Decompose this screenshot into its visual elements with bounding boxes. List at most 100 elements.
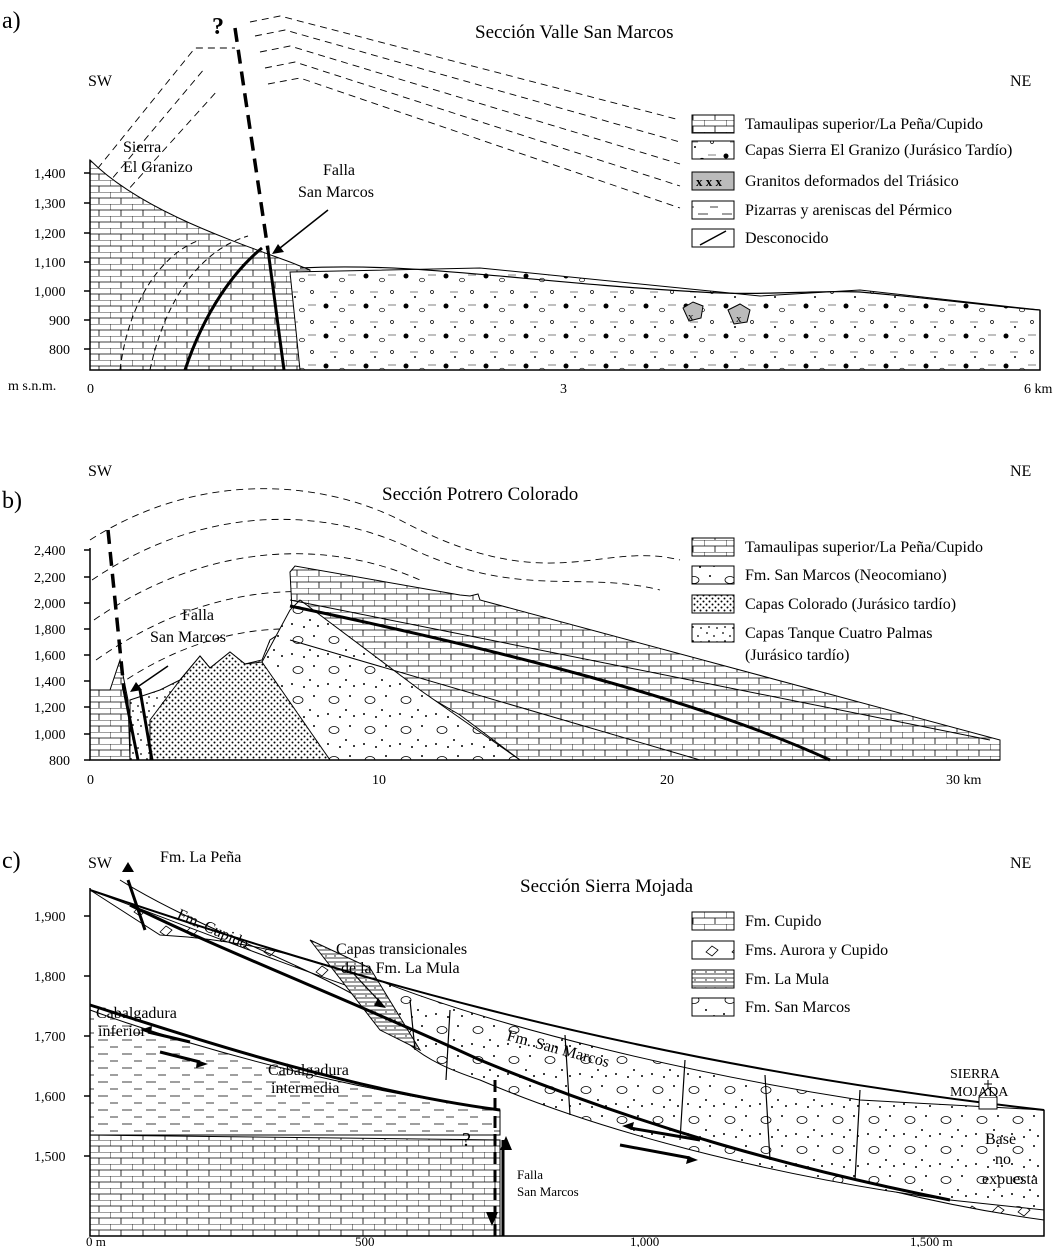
y-tick-label: 1,900 <box>34 910 66 925</box>
panel-a-ne: NE <box>1010 73 1031 90</box>
panel-c-ne: NE <box>1010 855 1031 872</box>
panel-c-x-ticks: 0 m 500 1,000 1,500 m <box>86 1234 953 1247</box>
granite-x-2: x <box>736 313 742 325</box>
fault-arrow-up <box>500 1136 512 1150</box>
panel-a-geology: x x <box>89 158 1041 371</box>
panel-c-y-ticks: 1,900 1,800 1,700 1,600 1,500 <box>34 910 66 1165</box>
thrust-arrow <box>686 1156 698 1164</box>
fault-arrow-down <box>486 1212 498 1226</box>
x-tick-label: 0 <box>87 382 94 397</box>
x-tick-label: 500 <box>355 1234 375 1247</box>
panel-a-axes <box>84 160 1041 371</box>
y-tick-label: 1,400 <box>34 675 66 690</box>
label-base-1: Base <box>985 1131 1016 1148</box>
x-tick-label: 1,500 m <box>910 1234 953 1247</box>
label-base-3: expuesta <box>982 1171 1038 1188</box>
label-base-2: no <box>995 1151 1011 1168</box>
label-fm-la-pena: Fm. La Peña <box>160 849 241 866</box>
y-tick-label: 1,500 <box>34 1150 66 1165</box>
legend-swatch-san-marcos <box>691 997 735 1017</box>
panel-b-fault-label-1: Falla <box>182 607 214 624</box>
y-tick-label: 1,800 <box>34 970 66 985</box>
church-icon <box>978 1080 998 1110</box>
legend-swatch-cupido <box>691 911 735 931</box>
x-tick-label: 10 <box>372 773 386 788</box>
legend-label: Tamaulipas superior/La Peña/Cupido <box>745 539 983 556</box>
legend-label: Fm. Cupido <box>745 913 821 930</box>
y-tick-label: 1,200 <box>34 701 66 716</box>
panel-b-axes <box>84 548 1000 761</box>
label-falla-2: San Marcos <box>517 1184 579 1199</box>
legend-swatch-aurora <box>691 940 735 960</box>
panel-a-y-ticks: 1,400 1,300 1,200 1,100 1,000 900 800 m … <box>8 167 70 394</box>
thrust-arrow <box>196 1060 208 1068</box>
panel-c-title: Sección Sierra Mojada <box>520 876 694 897</box>
panel-c-axes <box>84 888 1045 1237</box>
y-tick-label: 1,600 <box>34 1090 66 1105</box>
panel-a-legend: x x x Tamaulipas superior/La Peña/Cupido… <box>691 114 1012 248</box>
panel-c-fault <box>122 862 701 1236</box>
legend-swatch-granito <box>691 171 735 191</box>
panel-c-geology <box>89 879 1045 1237</box>
y-tick-label: 2,200 <box>34 571 66 586</box>
legend-label: Capas Sierra El Granizo (Jurásico Tardío… <box>745 142 1012 159</box>
y-tick-label: 2,400 <box>34 544 66 559</box>
y-unit-label: m s.n.m. <box>8 379 56 394</box>
legend-granito-x: x x x <box>696 174 723 189</box>
panel-a-sierra-2: El Granizo <box>123 159 193 176</box>
label-capas-2: de la Fm. La Mula <box>341 960 460 977</box>
panel-b-letter: b) <box>2 488 22 514</box>
legend-swatch-san-marcos <box>691 565 735 585</box>
panel-a-question-mark: ? <box>212 14 224 40</box>
legend-label: Desconocido <box>745 230 829 247</box>
label-cab-inferior-1: Cabalgadura <box>96 1005 177 1022</box>
panel-a-fault-label-1: Falla <box>323 162 355 179</box>
y-tick-label: 800 <box>49 343 70 358</box>
legend-label: Pizarras y areniscas del Pérmico <box>745 202 952 219</box>
fault-arrow-up <box>122 862 134 872</box>
legend-label: Capas Colorado (Jurásico tardío) <box>745 596 956 613</box>
legend-swatch-permico <box>691 200 735 220</box>
panel-b-title: Sección Potrero Colorado <box>382 484 578 505</box>
legend-swatch-tamaulipas <box>691 114 735 134</box>
y-tick-label: 1,400 <box>34 167 66 182</box>
y-tick-label: 800 <box>49 754 70 769</box>
x-tick-label: 3 <box>560 382 567 397</box>
y-tick-label: 1,000 <box>34 285 66 300</box>
legend-label: (Jurásico tardío) <box>745 647 849 664</box>
panel-b-legend: Tamaulipas superior/La Peña/Cupido Fm. S… <box>691 537 983 664</box>
panel-a-fault-label-2: San Marcos <box>298 184 374 201</box>
legend-label: Granitos deformados del Triásico <box>745 173 959 190</box>
legend-swatch-colorado <box>691 594 735 614</box>
panel-b-ne: NE <box>1010 463 1031 480</box>
label-cab-inferior-2: inferior <box>98 1023 147 1040</box>
panel-b-sw: SW <box>88 463 113 480</box>
label-cab-intermedia-1: Cabalgadura <box>268 1062 349 1079</box>
legend-label: Fm. San Marcos (Neocomiano) <box>745 567 947 584</box>
panel-c-question-mark: ? <box>462 1129 471 1151</box>
panel-a-sw: SW <box>88 73 113 90</box>
thrust-arrow <box>622 1122 634 1130</box>
panel-a-sierra-1: Sierra <box>123 139 161 156</box>
panel-c: c) SW NE Sección Sierra Mojada <box>2 848 1045 1247</box>
legend-label: Capas Tanque Cuatro Palmas <box>745 625 932 642</box>
legend-label: Fm. San Marcos <box>745 999 850 1016</box>
legend-swatch-la-mula <box>691 969 735 989</box>
panel-c-legend: Fm. Cupido Fms. Aurora y Cupido Fm. La M… <box>691 911 888 1017</box>
panel-b-geology <box>89 565 1001 762</box>
x-tick-label: 30 km <box>946 773 982 788</box>
y-tick-label: 1,000 <box>34 728 66 743</box>
label-falla-1: Falla <box>517 1167 543 1182</box>
label-capas-1: Capas transicionales <box>336 941 467 958</box>
annotation-arrow <box>374 998 386 1008</box>
panel-c-letter: c) <box>2 848 21 874</box>
granite-x-1: x <box>688 311 694 323</box>
legend-swatch-granizo <box>691 140 735 160</box>
x-tick-label: 20 <box>660 773 674 788</box>
y-tick-label: 900 <box>49 314 70 329</box>
label-cab-intermedia-2: intermedia <box>271 1080 339 1097</box>
label-sierra-mojada-2: MOJADA <box>950 1085 1009 1100</box>
x-tick-label: 0 <box>87 773 94 788</box>
panel-b-fault-label-2: San Marcos <box>150 629 226 646</box>
